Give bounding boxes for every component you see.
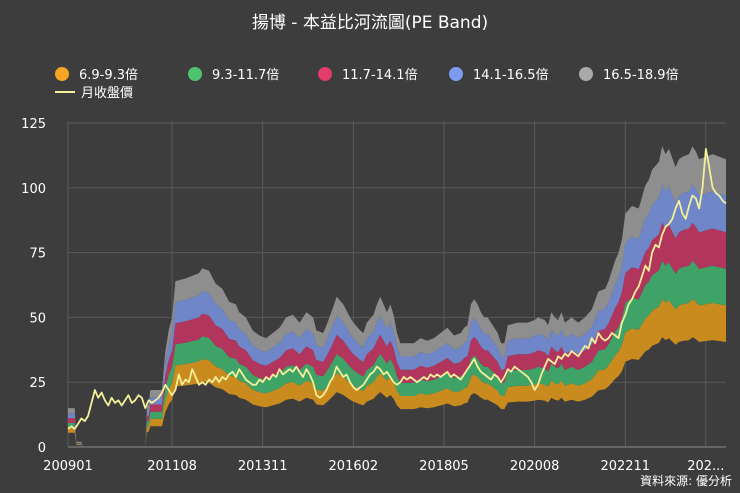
legend-item-band-2[interactable]: 9.3-11.7倍 bbox=[188, 64, 279, 83]
x-tick-label-4: 201805 bbox=[419, 459, 469, 474]
legend-swatch-band-4 bbox=[449, 67, 463, 81]
pe-bands bbox=[68, 146, 726, 448]
legend-item-band-1[interactable]: 6.9-9.3倍 bbox=[55, 64, 138, 83]
x-tick-label-1: 201108 bbox=[147, 459, 197, 474]
y-tick-label-50: 50 bbox=[29, 311, 46, 326]
x-tick-label-5: 202008 bbox=[510, 459, 560, 474]
legend-label-band-1: 6.9-9.3倍 bbox=[79, 68, 139, 83]
y-tick-label-0: 0 bbox=[38, 441, 46, 456]
y-tick-label-100: 100 bbox=[21, 182, 46, 197]
legend-swatch-band-5 bbox=[579, 67, 593, 81]
axes: 0 25 50 75 100 125 200901 201108 201311 201602 201… bbox=[21, 117, 726, 474]
x-tick-label-7: 202... bbox=[687, 459, 724, 474]
pe-band-1 bbox=[68, 299, 726, 447]
legend-label-band-3: 11.7-14.1倍 bbox=[342, 68, 418, 83]
legend-label-band-5: 16.5-18.9倍 bbox=[603, 68, 679, 83]
legend-label-band-2: 9.3-11.7倍 bbox=[212, 68, 280, 83]
x-tick-label-3: 201602 bbox=[329, 459, 379, 474]
y-tick-label-125: 125 bbox=[21, 117, 46, 132]
x-tick-label-0: 200901 bbox=[43, 459, 93, 474]
chart-title: 揚博 - 本益比河流圖(PE Band) bbox=[251, 13, 489, 33]
legend-label-price: 月收盤價 bbox=[81, 86, 134, 101]
pe-band-2 bbox=[68, 260, 726, 447]
y-tick-label-25: 25 bbox=[29, 376, 46, 391]
legend-item-band-3[interactable]: 11.7-14.1倍 bbox=[318, 64, 418, 83]
x-tick-label-6: 202211 bbox=[600, 459, 650, 474]
legend-swatch-band-3 bbox=[318, 67, 332, 81]
y-tick-label-75: 75 bbox=[29, 247, 46, 262]
legend-swatch-band-2 bbox=[188, 67, 202, 81]
data-source-credit: 資料來源: 優分析 bbox=[640, 474, 732, 488]
legend-item-band-5[interactable]: 16.5-18.9倍 bbox=[579, 64, 679, 83]
legend-item-band-4[interactable]: 14.1-16.5倍 bbox=[449, 64, 549, 83]
legend-swatch-band-1 bbox=[55, 67, 69, 81]
price-line-layer bbox=[67, 148, 727, 430]
legend-item-price[interactable]: 月收盤價 bbox=[55, 82, 133, 101]
price-line bbox=[67, 148, 727, 430]
legend: 6.9-9.3倍 9.3-11.7倍 11.7-14.1倍 14.1-16.5倍… bbox=[0, 0, 740, 110]
pe-band-5 bbox=[68, 146, 726, 448]
legend-swatch-price bbox=[55, 91, 75, 93]
legend-label-band-4: 14.1-16.5倍 bbox=[473, 68, 549, 83]
x-tick-label-2: 201311 bbox=[238, 459, 288, 474]
pe-band-4 bbox=[68, 184, 726, 447]
